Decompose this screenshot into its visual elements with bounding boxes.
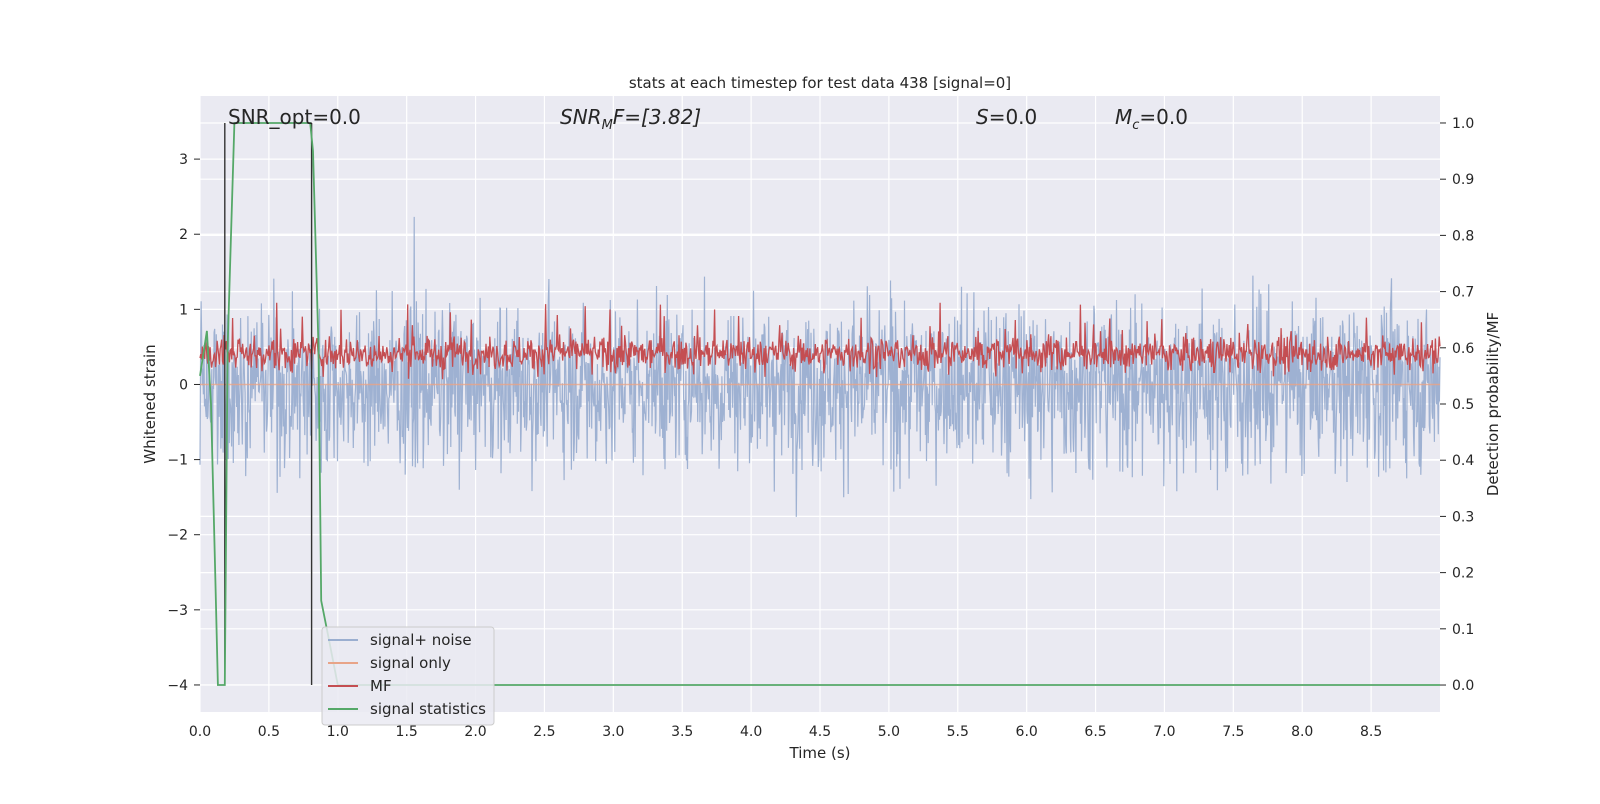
series-signal-noise-line	[199, 216, 1441, 517]
x-tick-label: 5.0	[878, 724, 900, 740]
y-left-tick-label: 1	[179, 302, 188, 318]
legend-label-signal-only: signal only	[370, 654, 451, 672]
x-tick-label: 0.5	[258, 724, 280, 740]
y-right-axis-label: Detection probability/MF	[1484, 312, 1502, 496]
x-tick-label: 1.0	[327, 724, 349, 740]
y-left-tick-label: −2	[167, 528, 188, 544]
annotation-mc-main: M	[1115, 105, 1132, 129]
y-left-tick-label: −1	[167, 453, 188, 469]
x-tick-label: 3.5	[671, 724, 693, 740]
series-signal-statistics-line	[199, 122, 1440, 686]
x-tick-label: 2.0	[464, 724, 486, 740]
y-right-tick-label: 0.2	[1452, 566, 1474, 582]
legend-label-signal-statistics: signal statistics	[370, 700, 486, 718]
annotation-snr-mf-rest: F=[3.82]	[613, 105, 701, 129]
y-right-tick-label: 0.9	[1452, 172, 1474, 188]
x-tick-label: 7.0	[1153, 724, 1175, 740]
y-right-tick-label: 0.4	[1452, 453, 1474, 469]
y-right-tick-label: 0.1	[1452, 622, 1474, 638]
y-left-tick-label: −3	[167, 603, 188, 619]
x-tick-label: 7.5	[1222, 724, 1244, 740]
annotation-s-main: S	[976, 105, 989, 129]
y-left-tick-labels: −4 −3 −2 −1 0 1 2 3	[167, 152, 200, 694]
legend-label-signal-noise: signal+ noise	[370, 631, 472, 649]
x-tick-label: 0.0	[189, 724, 211, 740]
y-right-tick-label: 0.3	[1452, 509, 1474, 525]
y-right-tick-label: 0.8	[1452, 228, 1474, 244]
legend-label-mf: MF	[370, 677, 392, 695]
y-left-axis-label: Whitened strain	[141, 344, 159, 463]
y-right-tick-label: 0.0	[1452, 678, 1474, 694]
y-left-tick-label: 3	[179, 152, 188, 168]
x-tick-label: 4.0	[740, 724, 762, 740]
y-right-tick-labels: 0.0 0.1 0.2 0.3 0.4 0.5 0.6 0.7 0.8 0.9 1.0	[1440, 116, 1474, 694]
annotation-snr-mf-main: SNR	[560, 105, 602, 129]
x-tick-label: 3.0	[602, 724, 624, 740]
y-left-tick-label: 2	[179, 227, 188, 243]
annotation-mc: Mc=0.0	[1115, 105, 1188, 133]
y-left-tick-label: −4	[167, 678, 188, 694]
x-tick-label: 4.5	[809, 724, 831, 740]
x-tick-label: 8.0	[1291, 724, 1313, 740]
x-tick-labels: 0.0 0.5 1.0 1.5 2.0 2.5 3.0 3.5 4.0 4.5 5.0 5.5 6.0 6…	[189, 724, 1382, 740]
annotation-mc-rest: =0.0	[1139, 105, 1188, 129]
legend: signal+ noise signal only MF signal stat…	[321, 626, 495, 726]
annotation-s: S=0.0	[976, 105, 1037, 129]
annotation-mc-sub: c	[1132, 118, 1139, 133]
series-mf-line	[199, 302, 1441, 380]
x-tick-label: 8.5	[1360, 724, 1382, 740]
y-right-tick-label: 0.7	[1452, 285, 1474, 301]
x-tick-label: 5.5	[947, 724, 969, 740]
chart-title: stats at each timestep for test data 438…	[629, 74, 1011, 92]
x-tick-label: 1.5	[396, 724, 418, 740]
x-tick-label: 2.5	[533, 724, 555, 740]
annotation-snr-mf-sub: M	[602, 118, 613, 133]
annotation-s-rest: =0.0	[989, 105, 1038, 129]
y-right-tick-label: 0.5	[1452, 397, 1474, 413]
x-tick-label: 6.5	[1084, 724, 1106, 740]
y-right-tick-label: 1.0	[1452, 116, 1474, 132]
x-tick-label: 6.0	[1016, 724, 1038, 740]
x-axis-label: Time (s)	[789, 744, 851, 762]
plot-area	[199, 122, 1441, 686]
annotation-snr-mf: SNRMF=[3.82]	[560, 105, 701, 133]
legend-box	[321, 626, 495, 726]
y-right-tick-label: 0.6	[1452, 341, 1474, 357]
annotation-snr-opt: SNR_opt=0.0	[228, 105, 361, 129]
y-left-tick-label: 0	[179, 377, 188, 393]
